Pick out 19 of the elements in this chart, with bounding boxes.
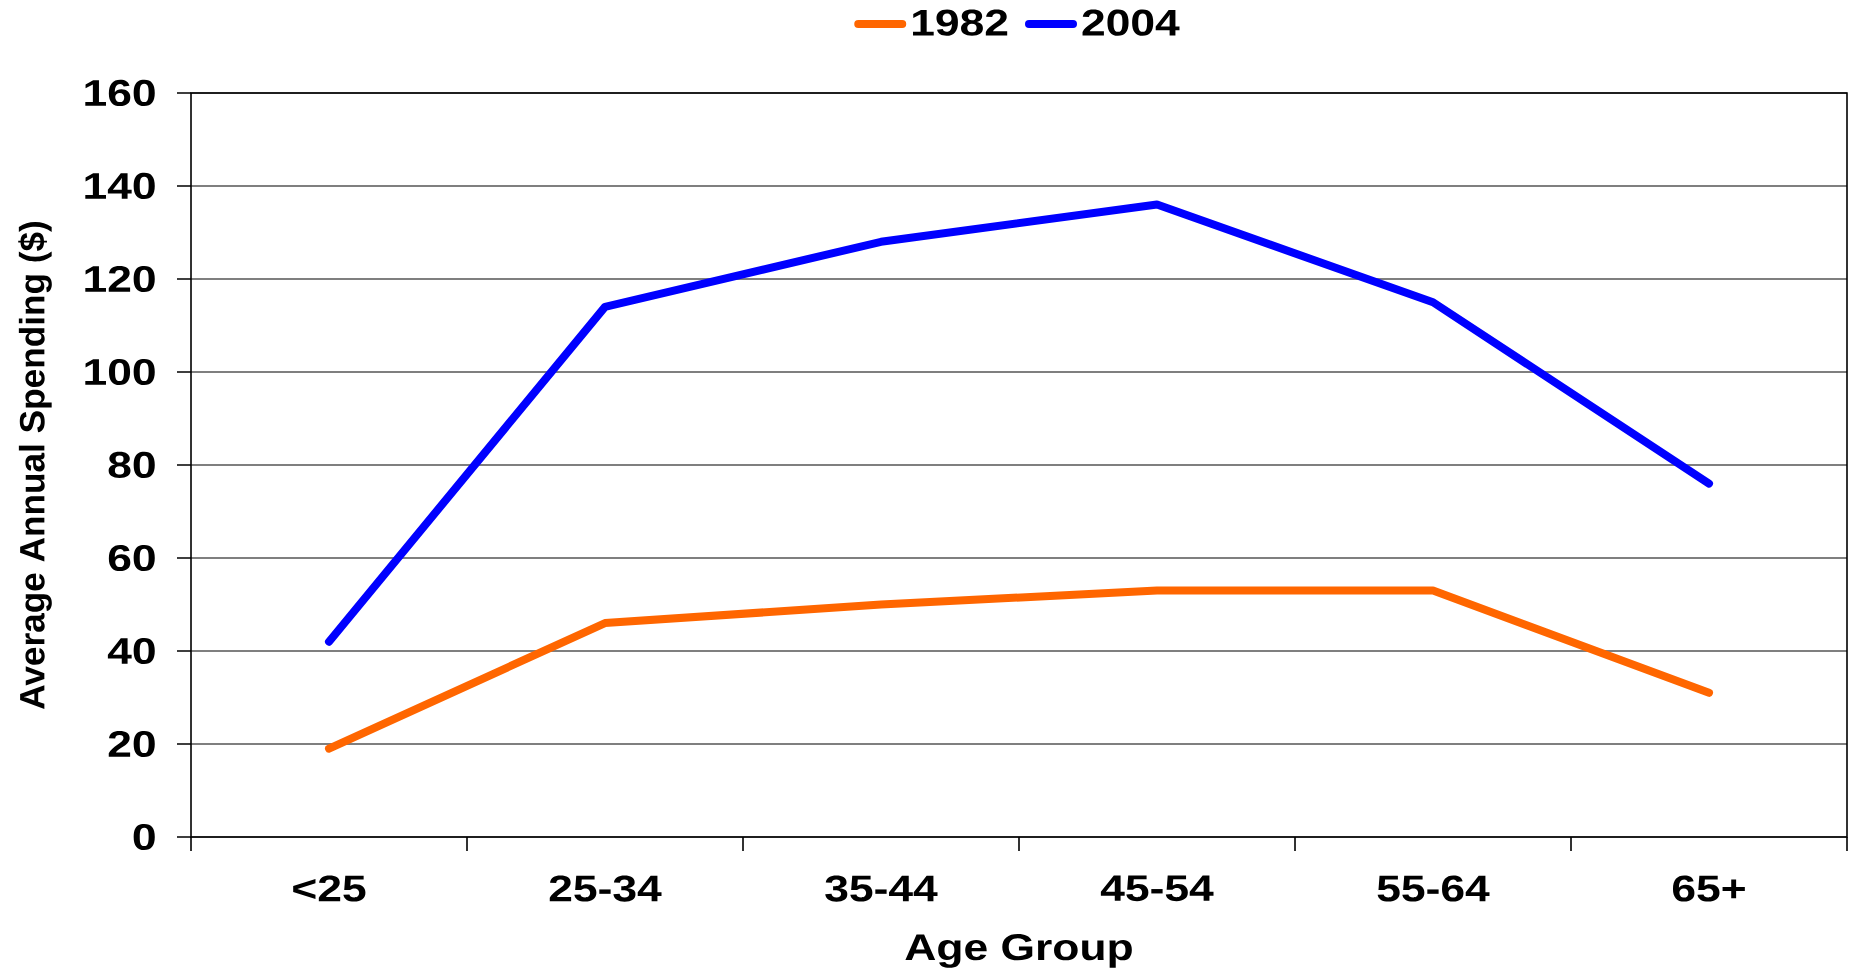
x-axis-title: Age Group <box>905 934 1132 968</box>
y-tick-label: 140 <box>85 172 155 200</box>
y-axis-title: Average Annual Spending ($) <box>18 221 52 709</box>
y-tick-label: 40 <box>107 637 155 665</box>
y-tick-label: 160 <box>85 79 155 107</box>
x-tick-label: <25 <box>293 875 366 902</box>
y-tick-label: 60 <box>108 544 155 572</box>
legend-label: 1982 <box>913 9 1008 36</box>
y-tick-label: 120 <box>85 265 155 293</box>
y-tick-label: 20 <box>108 730 155 758</box>
x-tick-label: 65+ <box>1672 875 1745 902</box>
x-tick-label: 25-34 <box>549 875 662 902</box>
y-tick-label: 80 <box>108 451 155 479</box>
y-tick-label: 0 <box>133 823 155 851</box>
x-tick-label: 45-54 <box>1100 875 1214 902</box>
legend-label: 2004 <box>1082 9 1180 36</box>
y-tick-label: 100 <box>85 358 155 386</box>
x-tick-label: 55-64 <box>1377 875 1490 902</box>
x-tick-label: 35-44 <box>825 875 938 902</box>
